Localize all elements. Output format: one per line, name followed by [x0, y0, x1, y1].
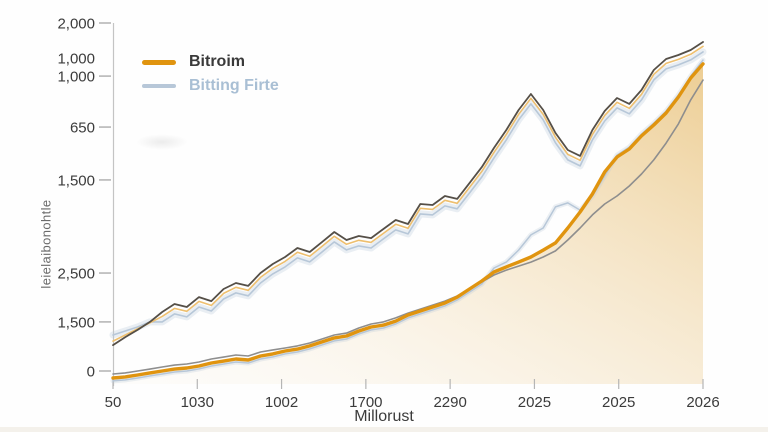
y-tick-label: 1,000: [57, 69, 95, 86]
y-tick-label: 650: [70, 120, 95, 137]
series-upper-blue: [112, 51, 704, 336]
area-fill: [113, 63, 703, 385]
bottom-strip: [0, 427, 768, 432]
y-tick-label: 1,500: [57, 172, 95, 189]
legend-label-bitroim: Bitroim: [189, 53, 245, 70]
y-axis-title: leielaibonohtle: [38, 199, 54, 289]
x-tick-label: 1002: [265, 394, 298, 411]
x-tick-label: 2025: [518, 394, 551, 411]
y-tick-label: 2,500: [57, 266, 95, 283]
y-tick-label: 0: [87, 364, 95, 381]
x-tick-label: 1700: [349, 394, 382, 411]
y-tick-label: 1,500: [57, 314, 95, 331]
legend-label-bitting-firte: Bitting Firte: [189, 77, 279, 94]
y-tick-label: 2,000: [57, 16, 95, 33]
series-upper-orange: [112, 45, 704, 342]
x-tick-label: 50: [105, 394, 122, 411]
x-tick-label: 1030: [181, 394, 214, 411]
legend: Bitroim Bitting Firte: [136, 50, 279, 150]
legend-swatch-blue: [142, 84, 176, 88]
series-bitting-firte: [112, 59, 704, 382]
x-tick-label: 2026: [686, 394, 719, 411]
series-upper-dark: [112, 41, 704, 347]
series-lower-gray: [112, 79, 704, 375]
series-bitroim: [111, 62, 705, 380]
x-axis-title: Millorust: [354, 408, 414, 425]
legend-item-bitroim[interactable]: Bitroim: [142, 50, 279, 74]
x-tick-label: 2025: [602, 394, 635, 411]
legend-item-bitting-firte[interactable]: Bitting Firte: [142, 74, 279, 98]
legend-shadow: [136, 134, 188, 150]
x-tick-label: 2290: [433, 394, 466, 411]
legend-swatch-orange: [142, 59, 176, 65]
y-tick-label: 1,000: [57, 50, 95, 67]
